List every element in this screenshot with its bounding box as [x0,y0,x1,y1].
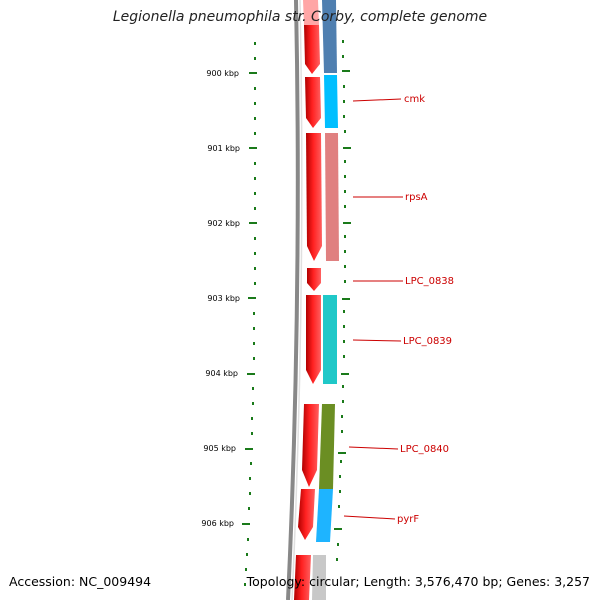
cds-arrow-top-tail [303,0,319,25]
gene-label-cmk[interactable]: cmk [404,94,425,105]
accession-label: Accession: NC_009494 [9,574,152,589]
cds-arrow-LPC_0838 [307,268,321,291]
cds-arrow-bottom [294,555,311,600]
gene-bar-rpsA [325,133,339,261]
cds-arrow-LPC_0839 [306,295,321,384]
ruler-label-906: 906 kbp [201,519,234,528]
ruler-label-901: 901 kbp [207,144,240,153]
previous-gene-bar [322,0,337,73]
gene-label-LPC_0840[interactable]: LPC_0840 [400,444,449,455]
gene-bar-pyrF [316,489,333,542]
genome-backbone-arc [286,0,300,600]
gene-label-LPC_0838[interactable]: LPC_0838 [405,276,454,287]
gene-bar-cmk [324,75,338,128]
right-ruler-major-ticks [334,70,351,530]
gene-label-pyrF[interactable]: pyrF [397,514,419,525]
cds-arrow-1 [304,25,320,74]
cds-arrow-rpsA [306,133,322,261]
cds-arrow-pyrF [298,489,315,540]
gene-bar-LPC_0839 [323,295,337,384]
genome-backbone-arc-inner [291,0,303,600]
cds-arrow-LPC_0840 [302,404,319,487]
gene-label-lines [343,98,403,520]
gene-label-rpsA[interactable]: rpsA [405,192,428,203]
left-ruler-dots [244,42,256,586]
ruler-label-904: 904 kbp [205,369,238,378]
ruler-label-900: 900 kbp [206,69,239,78]
ruler-label-902: 902 kbp [207,219,240,228]
ruler-label-905: 905 kbp [203,444,236,453]
genome-stats-label: Topology: circular; Length: 3,576,470 bp… [246,574,590,589]
map-title: Legionella pneumophila str. Corby, compl… [112,9,488,25]
next-gene-bar [312,555,326,600]
ruler-label-903: 903 kbp [207,294,240,303]
gene-bar-LPC_0840 [319,404,335,489]
left-ruler-major-ticks [242,72,257,525]
gene-label-LPC_0839[interactable]: LPC_0839 [403,336,452,347]
cds-arrow-cmk [305,77,321,128]
right-ruler-dots [336,40,346,561]
